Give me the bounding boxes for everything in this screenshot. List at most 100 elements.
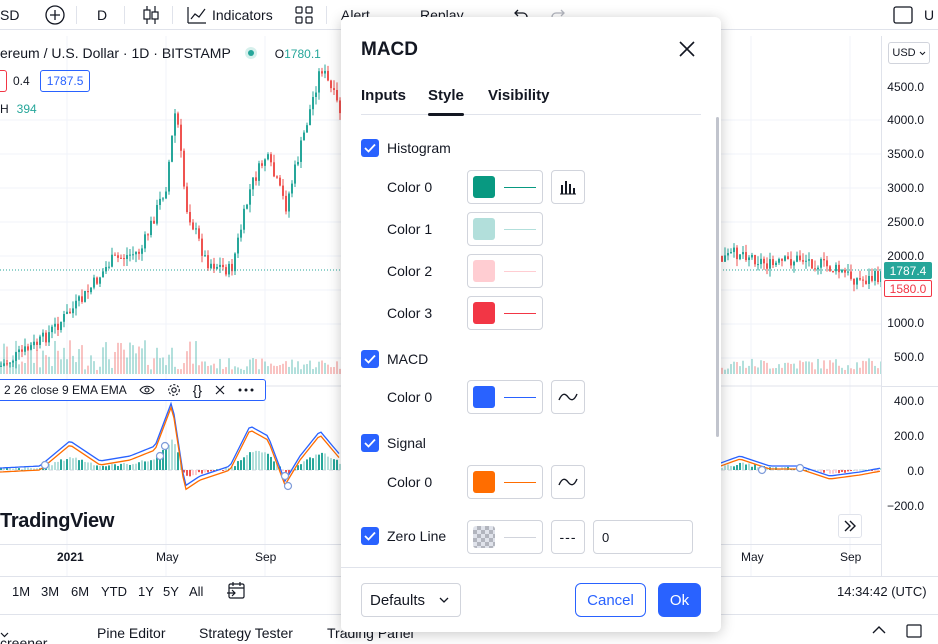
zero-line-checkbox-row[interactable]: Zero Line <box>361 527 446 545</box>
histogram-bar <box>33 468 35 470</box>
candles-style-icon[interactable] <box>141 4 161 26</box>
zero-line-color-button[interactable] <box>467 520 543 554</box>
tab-label: creener <box>0 635 48 644</box>
close-icon[interactable] <box>214 384 226 396</box>
macd-plot-style-button[interactable] <box>551 380 585 414</box>
range-6m-button[interactable]: 6M <box>71 584 90 599</box>
histogram-checkbox-row[interactable]: Histogram <box>361 139 451 157</box>
macd-indicator-legend[interactable]: 2 26 close 9 EMA EMA {} <box>0 379 266 401</box>
tab-visibility[interactable]: Visibility <box>488 87 550 104</box>
signal-checkbox[interactable] <box>361 434 379 452</box>
candle-body <box>198 228 200 239</box>
zero-line-value-input[interactable] <box>593 520 693 554</box>
fullscreen-icon[interactable] <box>892 4 914 26</box>
dialog-close-button[interactable] <box>675 37 699 61</box>
volume-bar <box>246 366 248 374</box>
histogram-bar <box>210 470 212 472</box>
histogram-checkbox[interactable] <box>361 139 379 157</box>
candle-body <box>793 261 795 266</box>
clock-display[interactable]: 14:34:42 (UTC) <box>837 584 927 599</box>
range-ytd-button[interactable]: YTD <box>101 584 127 599</box>
range-all-button[interactable]: All <box>189 584 204 599</box>
candle-body <box>171 135 173 162</box>
volume-bar <box>736 362 738 374</box>
volume-bar <box>36 350 38 374</box>
histogram-plot-style-button[interactable] <box>551 170 585 204</box>
volume-bar <box>75 362 77 374</box>
cancel-button[interactable]: Cancel <box>575 583 646 617</box>
macd-checkbox[interactable] <box>361 350 379 368</box>
interval-button[interactable]: D <box>97 4 107 26</box>
tab-style[interactable]: Style <box>428 87 464 116</box>
color-swatch <box>473 260 495 282</box>
toolbar-divider <box>326 6 327 24</box>
scroll-to-realtime-button[interactable] <box>838 514 862 538</box>
account-menu-button[interactable]: U <box>924 4 934 26</box>
volume-bar <box>210 365 212 374</box>
tab-inputs[interactable]: Inputs <box>361 87 406 104</box>
volume-bar <box>27 346 29 374</box>
source-code-icon[interactable]: {} <box>192 382 203 398</box>
signal-checkbox-row[interactable]: Signal <box>361 434 426 452</box>
macd-color0-button[interactable] <box>467 380 543 414</box>
histogram-bar <box>820 470 822 473</box>
volume-bar <box>54 340 56 374</box>
histogram-color1-button[interactable] <box>467 212 543 246</box>
zero-line-checkbox[interactable] <box>361 527 379 545</box>
candle-body <box>288 193 290 212</box>
volume-bar <box>192 363 194 374</box>
currency-button[interactable]: USD <box>888 42 930 64</box>
goto-date-icon[interactable] <box>226 581 248 601</box>
histogram-color3-label: Color 3 <box>387 305 433 321</box>
defaults-dropdown[interactable]: Defaults <box>361 583 461 617</box>
dialog-scrollbar[interactable] <box>716 117 719 437</box>
compare-add-icon[interactable] <box>44 4 66 26</box>
histogram-color2-button[interactable] <box>467 254 543 288</box>
sell-price-box[interactable] <box>0 70 7 92</box>
macd-checkbox-row[interactable]: MACD <box>361 350 428 368</box>
ok-button[interactable]: Ok <box>658 583 701 617</box>
range-5y-button[interactable]: 5Y <box>163 584 179 599</box>
signal-color0-button[interactable] <box>467 465 543 499</box>
price-axis-label: 3000.0 <box>887 181 924 195</box>
volume-bar <box>132 345 134 374</box>
range-3m-button[interactable]: 3M <box>41 584 60 599</box>
candle-body <box>318 71 320 93</box>
maximize-panel-icon[interactable] <box>905 623 923 639</box>
histogram-color3-button[interactable] <box>467 296 543 330</box>
tab-pine-editor[interactable]: Pine Editor <box>97 625 166 641</box>
buy-price-box[interactable]: 1787.5 <box>39 70 91 92</box>
candle-body <box>751 254 753 258</box>
checkmark-icon <box>364 354 376 364</box>
signal-plot-style-button[interactable] <box>551 465 585 499</box>
range-1y-button[interactable]: 1Y <box>138 584 154 599</box>
candle-body <box>763 258 765 264</box>
more-icon[interactable] <box>238 387 254 393</box>
volume-bar <box>117 342 119 374</box>
candle-body <box>255 177 257 181</box>
price-axis[interactable]: USD 4500.0 4000.0 3500.0 3000.0 2500.0 2… <box>881 36 938 576</box>
eye-icon[interactable] <box>139 384 155 396</box>
volume-bar <box>156 347 158 374</box>
checkmark-icon <box>364 143 376 153</box>
gear-icon[interactable] <box>167 383 181 397</box>
histogram-color0-button[interactable] <box>467 170 543 204</box>
histogram-bar <box>835 470 837 473</box>
tab-strategy-tester[interactable]: Strategy Tester <box>199 625 293 641</box>
candle-body <box>838 264 840 273</box>
chevron-up-icon[interactable] <box>871 625 887 635</box>
histogram-bar <box>186 470 188 476</box>
symbol-search-button[interactable]: SD <box>0 4 19 26</box>
ohlc-open-value: 1780.1 <box>284 47 321 61</box>
histogram-bar <box>81 459 83 470</box>
candle-body <box>240 229 242 238</box>
tab-screener[interactable]: creener <box>0 625 47 644</box>
dialog-tabs: Inputs Style Visibility <box>361 87 701 116</box>
range-1m-button[interactable]: 1M <box>12 584 31 599</box>
zero-line-style-button[interactable]: --- <box>551 520 585 554</box>
macd-axis-label: 0.0 <box>907 464 924 478</box>
layouts-grid-icon[interactable] <box>294 4 314 26</box>
candle-body <box>814 268 816 270</box>
indicators-button[interactable]: Indicators <box>186 4 273 26</box>
candle-body <box>90 287 92 293</box>
